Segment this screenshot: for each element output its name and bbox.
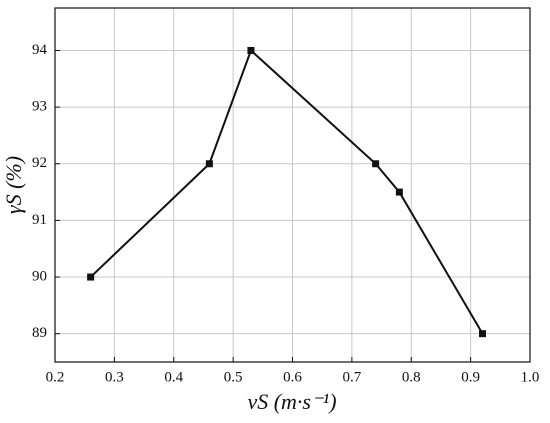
x-tick-label: 0.9 — [461, 369, 480, 385]
y-tick-label: 94 — [32, 42, 48, 58]
x-tick-label: 0.6 — [283, 369, 302, 385]
x-tick-label: 0.3 — [105, 369, 124, 385]
x-tick-label: 0.2 — [46, 369, 65, 385]
x-tick-label: 0.5 — [224, 369, 243, 385]
x-tick-label: 1.0 — [521, 369, 540, 385]
plot-frame — [54, 7, 531, 363]
x-tick-label: 0.8 — [402, 369, 421, 385]
data-line — [89, 48, 484, 335]
y-tick-label: 89 — [32, 325, 47, 341]
y-tick-label: 91 — [32, 212, 47, 228]
data-point — [479, 330, 486, 338]
x-tick-label: 0.4 — [164, 369, 183, 385]
y-tick-label: 90 — [32, 268, 47, 284]
data-point — [247, 46, 255, 54]
data-point — [205, 160, 213, 168]
x-axis-title: vS (m·s⁻¹) — [247, 389, 336, 414]
y-axis-title: γS (%) — [1, 156, 26, 214]
data-point — [395, 188, 403, 196]
y-tick-label: 93 — [32, 99, 47, 115]
y-tick-label: 92 — [32, 155, 47, 171]
x-tick-label: 0.7 — [343, 369, 362, 385]
data-point — [87, 273, 95, 281]
data-point — [372, 160, 380, 168]
